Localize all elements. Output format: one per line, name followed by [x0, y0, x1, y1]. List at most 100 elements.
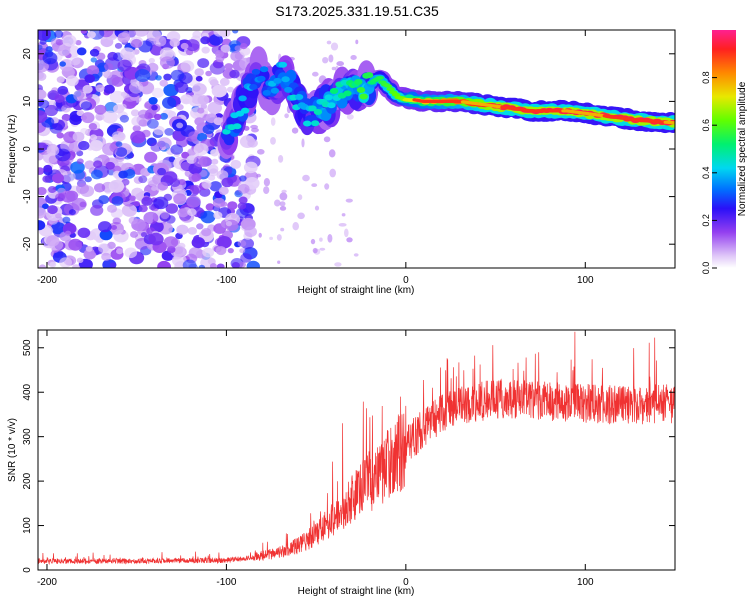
noise-cell	[164, 127, 174, 136]
noise-cell	[237, 239, 247, 248]
noise-cell	[277, 260, 281, 264]
noise-cell	[250, 124, 258, 129]
noise-cell	[180, 42, 189, 50]
noise-cell	[311, 183, 318, 188]
noise-cell	[312, 71, 319, 77]
noise-cell	[76, 158, 84, 165]
noise-cell	[111, 76, 124, 87]
noise-cell	[232, 30, 239, 34]
noise-cell	[65, 75, 79, 87]
noise-cell	[57, 85, 69, 95]
noise-cell	[269, 236, 273, 240]
noise-cell	[209, 181, 222, 192]
noise-cell	[297, 194, 303, 201]
snr-panel: -200 -100 0 100 0 100 200 300 400 500 Height of s…	[7, 329, 676, 597]
noise-cell	[88, 123, 98, 130]
noise-cell	[38, 187, 47, 196]
noise-cell	[129, 81, 144, 94]
noise-cell	[216, 236, 232, 249]
snr-line-area	[38, 331, 675, 565]
noise-cell	[116, 248, 124, 255]
noise-cell	[80, 101, 92, 111]
noise-cell	[324, 183, 330, 190]
noise-cell	[263, 178, 270, 187]
noise-cell	[151, 104, 158, 111]
noise-cell	[111, 196, 124, 206]
snr-ylabel: SNR (10 * v/v)	[7, 418, 18, 482]
noise-cell	[331, 66, 336, 71]
noise-cell	[200, 212, 207, 218]
noise-cell	[197, 107, 205, 114]
noise-cell	[195, 75, 203, 82]
noise-cell	[276, 234, 282, 241]
noise-cell	[199, 187, 211, 197]
noise-cell	[227, 201, 238, 210]
noise-cell	[83, 249, 97, 260]
noise-cell	[213, 30, 225, 37]
noise-cell	[42, 203, 49, 210]
ridge-cell	[356, 87, 366, 93]
noise-cell	[89, 48, 100, 57]
noise-cell	[49, 261, 57, 268]
ridge-cell	[343, 90, 352, 97]
noise-cell	[346, 237, 353, 243]
y-tick-label: -20	[22, 237, 33, 252]
noise-cell	[38, 110, 48, 123]
noise-cell	[240, 253, 252, 263]
noise-cell	[121, 163, 130, 171]
noise-cell	[38, 44, 43, 50]
noise-cell	[163, 193, 173, 201]
noise-cell	[144, 151, 158, 163]
noise-cell	[65, 190, 79, 201]
y-tick-label: 500	[22, 339, 33, 356]
noise-cell	[209, 263, 217, 268]
noise-cell	[133, 201, 140, 207]
noise-cell	[143, 211, 159, 225]
noise-cell	[237, 183, 250, 194]
noise-cell	[258, 232, 262, 238]
noise-cell	[209, 62, 225, 75]
noise-cell	[72, 264, 81, 268]
y-tick-label: 0	[22, 567, 33, 573]
noise-cell	[239, 248, 246, 254]
noise-cell	[91, 169, 103, 180]
noise-cell	[90, 57, 98, 63]
ridge-cell	[383, 84, 393, 88]
noise-cell	[43, 164, 53, 173]
noise-cell	[224, 63, 234, 71]
noise-cell	[330, 42, 339, 51]
ridge-cell	[354, 79, 363, 85]
noise-cell	[310, 238, 316, 245]
noise-cell	[49, 122, 63, 134]
noise-cell	[284, 113, 289, 119]
noise-cell	[38, 167, 45, 175]
noise-cell	[77, 227, 91, 238]
noise-cell	[38, 220, 46, 231]
noise-cell	[191, 237, 205, 249]
noise-cell	[187, 227, 197, 235]
noise-cell	[160, 211, 170, 220]
noise-cell	[120, 91, 127, 97]
noise-cell	[200, 36, 210, 45]
noise-cell	[208, 174, 216, 181]
noise-cell	[95, 84, 105, 93]
noise-cell	[346, 114, 354, 120]
noise-cell	[117, 32, 131, 43]
colorbar: 0.0 0.2 0.4 0.6 0.8 Normalized spectral ampl…	[701, 30, 748, 274]
noise-cell	[85, 92, 93, 99]
noise-cell	[62, 34, 77, 47]
noise-cell	[210, 149, 220, 157]
noise-cell	[95, 112, 105, 121]
noise-cell	[121, 204, 137, 217]
noise-cell	[48, 216, 58, 225]
noise-cell	[38, 142, 48, 151]
noise-cell	[345, 198, 353, 203]
noise-cell	[99, 229, 113, 241]
noise-cell	[94, 104, 107, 115]
noise-cell	[176, 122, 184, 129]
noise-cell	[213, 211, 223, 220]
noise-cell	[130, 130, 146, 144]
noise-cell	[201, 228, 212, 237]
noise-cell	[234, 45, 242, 52]
